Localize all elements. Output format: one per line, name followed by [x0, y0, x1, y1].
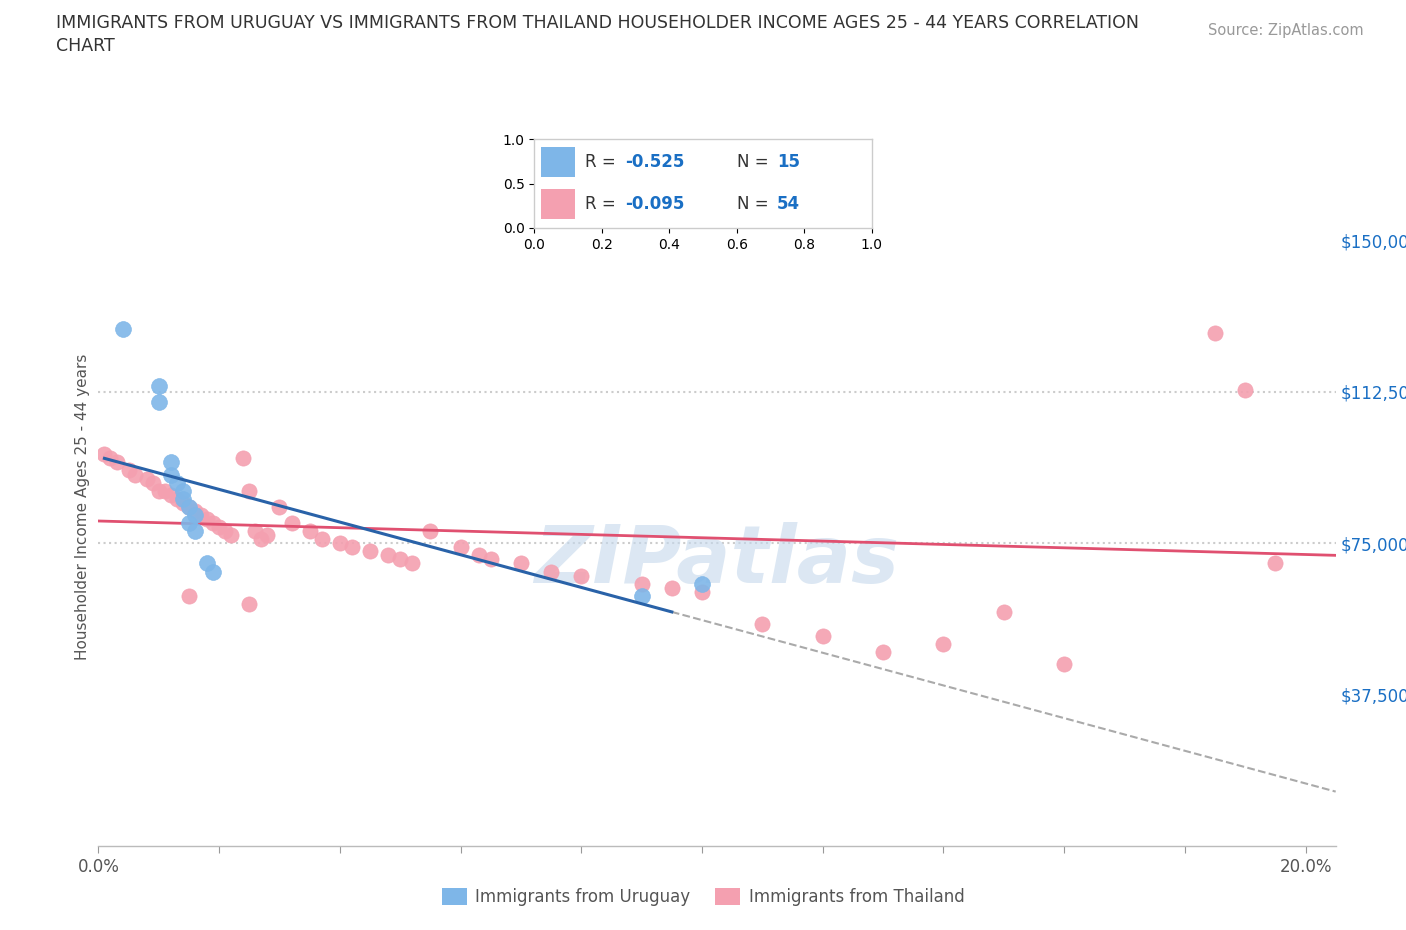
Point	[177, 515, 200, 530]
Text: 54: 54	[778, 195, 800, 213]
Legend: Immigrants from Uruguay, Immigrants from Thailand: Immigrants from Uruguay, Immigrants from…	[434, 881, 972, 912]
Text: R =: R =	[585, 153, 621, 170]
Point	[569, 568, 592, 583]
Point	[479, 551, 502, 566]
Text: -0.095: -0.095	[626, 195, 685, 213]
Point	[329, 536, 352, 551]
Point	[172, 484, 194, 498]
Point	[148, 484, 170, 498]
Point	[117, 463, 139, 478]
Point	[148, 379, 170, 393]
Text: Source: ZipAtlas.com: Source: ZipAtlas.com	[1208, 23, 1364, 38]
Point	[172, 491, 194, 506]
Point	[148, 394, 170, 409]
Point	[93, 447, 115, 462]
Y-axis label: Householder Income Ages 25 - 44 years: Householder Income Ages 25 - 44 years	[75, 353, 90, 660]
Point	[467, 548, 489, 563]
Point	[238, 596, 260, 611]
Point	[177, 499, 200, 514]
Text: ZIPatlas: ZIPatlas	[534, 522, 900, 600]
Point	[269, 499, 291, 514]
Point	[509, 556, 531, 571]
Point	[811, 629, 834, 644]
Point	[419, 524, 441, 538]
Point	[690, 584, 713, 599]
Bar	[541, 147, 575, 177]
Point	[311, 532, 333, 547]
Point	[160, 467, 183, 482]
Point	[142, 475, 165, 490]
Point	[389, 551, 412, 566]
Point	[401, 556, 423, 571]
Point	[359, 544, 381, 559]
Text: R =: R =	[585, 195, 621, 213]
Point	[160, 487, 183, 502]
Point	[245, 524, 267, 538]
Point	[280, 515, 302, 530]
Point	[166, 475, 188, 490]
Point	[177, 589, 200, 604]
Point	[872, 644, 894, 659]
Point	[111, 322, 134, 337]
Point	[135, 472, 157, 486]
Point	[232, 451, 254, 466]
Point	[202, 565, 225, 579]
Bar	[541, 189, 575, 219]
Point	[450, 539, 472, 554]
Point	[377, 548, 399, 563]
Text: CHART: CHART	[56, 37, 115, 55]
Text: -0.525: -0.525	[626, 153, 685, 170]
Point	[219, 527, 242, 542]
Point	[751, 617, 773, 631]
Point	[630, 589, 652, 604]
Point	[100, 451, 122, 466]
Point	[661, 580, 683, 595]
Point	[177, 499, 200, 514]
Point	[190, 508, 212, 523]
Text: N =: N =	[737, 195, 773, 213]
Point	[184, 524, 207, 538]
Point	[172, 496, 194, 511]
Point	[993, 604, 1015, 619]
Point	[340, 539, 363, 554]
Point	[690, 577, 713, 591]
Point	[184, 508, 207, 523]
Point	[1204, 326, 1226, 340]
Point	[932, 637, 955, 652]
Point	[195, 512, 218, 526]
Point	[153, 484, 176, 498]
Point	[105, 455, 128, 470]
Point	[166, 491, 188, 506]
Point	[184, 503, 207, 518]
Point	[256, 527, 278, 542]
Point	[214, 524, 236, 538]
Text: 15: 15	[778, 153, 800, 170]
Point	[238, 484, 260, 498]
Point	[250, 532, 273, 547]
Point	[124, 467, 146, 482]
Point	[540, 565, 562, 579]
Point	[1264, 556, 1286, 571]
Point	[160, 455, 183, 470]
Point	[208, 520, 231, 535]
Point	[298, 524, 321, 538]
Point	[1234, 382, 1257, 397]
Text: IMMIGRANTS FROM URUGUAY VS IMMIGRANTS FROM THAILAND HOUSEHOLDER INCOME AGES 25 -: IMMIGRANTS FROM URUGUAY VS IMMIGRANTS FR…	[56, 14, 1139, 32]
Point	[202, 515, 225, 530]
Text: N =: N =	[737, 153, 773, 170]
Point	[195, 556, 218, 571]
Point	[1053, 657, 1076, 671]
Point	[630, 577, 652, 591]
